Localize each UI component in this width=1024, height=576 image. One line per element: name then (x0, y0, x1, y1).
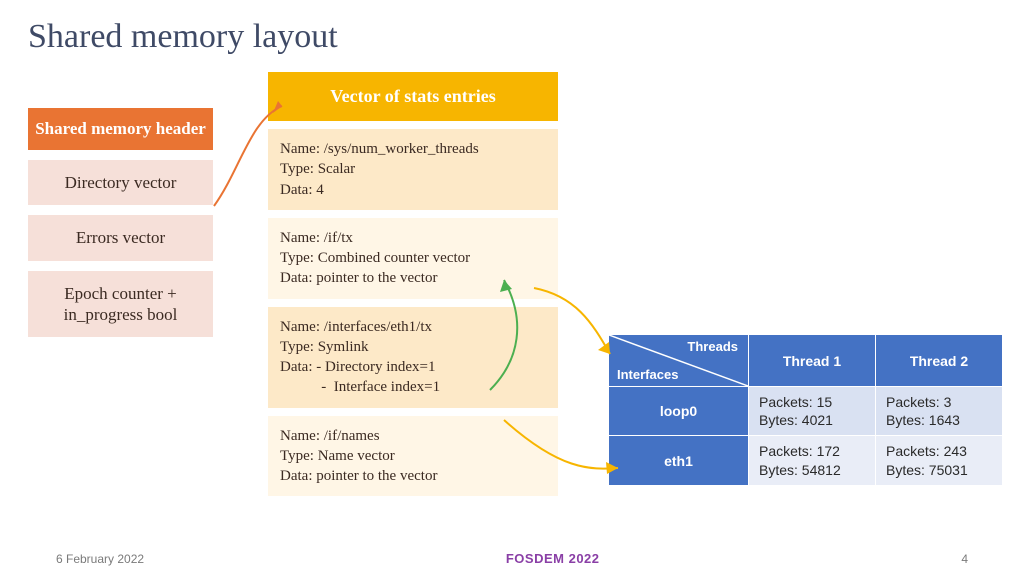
row-header-loop0: loop0 (609, 387, 749, 436)
cell-value: Bytes: 1643 (886, 411, 992, 429)
left-item-epoch-counter: Epoch counter + in_progress bool (28, 271, 213, 338)
left-item-directory-vector: Directory vector (28, 160, 213, 205)
shared-memory-header-block: Shared memory header Directory vector Er… (28, 108, 213, 337)
entry-line: Type: Symlink (280, 337, 546, 357)
threads-interfaces-table: Threads Interfaces Thread 1 Thread 2 loo… (608, 334, 1003, 486)
entry-line: Name: /if/tx (280, 228, 546, 248)
stats-entry-2: Name: /interfaces/eth1/txType: SymlinkDa… (268, 307, 558, 408)
cell-value: Packets: 172 (759, 442, 865, 460)
stats-entries-block: Vector of stats entries Name: /sys/num_w… (268, 72, 558, 496)
col-header-thread2: Thread 2 (876, 335, 1003, 387)
slide-title: Shared memory layout (28, 18, 338, 56)
stats-entry-3: Name: /if/namesType: Name vectorData: po… (268, 416, 558, 497)
entry-line: Data: - Directory index=1 (280, 357, 546, 377)
col-header-thread1: Thread 1 (749, 335, 876, 387)
diag-top-label: Threads (687, 339, 738, 354)
center-header: Vector of stats entries (268, 72, 558, 121)
entry-line: Data: pointer to the vector (280, 466, 546, 486)
entry-line: Type: Name vector (280, 446, 546, 466)
cell-value: Packets: 243 (886, 442, 992, 460)
cell-value: Bytes: 4021 (759, 411, 865, 429)
left-item-errors-vector: Errors vector (28, 215, 213, 260)
stats-entry-0: Name: /sys/num_worker_threadsType: Scala… (268, 129, 558, 210)
cell-eth1-thread1: Packets: 172 Bytes: 54812 (749, 436, 876, 485)
entry-line: Data: pointer to the vector (280, 268, 546, 288)
cell-value: Bytes: 75031 (886, 461, 992, 479)
footer-page-number: 4 (961, 552, 968, 566)
cell-value: Packets: 15 (759, 393, 865, 411)
table-row: loop0 Packets: 15 Bytes: 4021 Packets: 3… (609, 387, 1003, 436)
footer-date: 6 February 2022 (56, 552, 144, 566)
cell-loop0-thread2: Packets: 3 Bytes: 1643 (876, 387, 1003, 436)
footer: 6 February 2022 FOSDEM 2022 4 (0, 551, 1024, 566)
footer-brand: FOSDEM 2022 (506, 551, 600, 566)
cell-eth1-thread2: Packets: 243 Bytes: 75031 (876, 436, 1003, 485)
left-header: Shared memory header (28, 108, 213, 150)
entry-line: Type: Scalar (280, 159, 546, 179)
cell-value: Bytes: 54812 (759, 461, 865, 479)
entry-line: Data: 4 (280, 180, 546, 200)
row-header-eth1: eth1 (609, 436, 749, 485)
table-row: eth1 Packets: 172 Bytes: 54812 Packets: … (609, 436, 1003, 485)
entry-line: Name: /interfaces/eth1/tx (280, 317, 546, 337)
entry-line: - Interface index=1 (280, 377, 546, 397)
cell-loop0-thread1: Packets: 15 Bytes: 4021 (749, 387, 876, 436)
cell-value: Packets: 3 (886, 393, 992, 411)
entry-line: Type: Combined counter vector (280, 248, 546, 268)
entry-line: Name: /if/names (280, 426, 546, 446)
stats-entry-1: Name: /if/txType: Combined counter vecto… (268, 218, 558, 299)
entry-line: Name: /sys/num_worker_threads (280, 139, 546, 159)
diag-bottom-label: Interfaces (617, 367, 678, 382)
table-diagonal-header: Threads Interfaces (609, 335, 749, 387)
